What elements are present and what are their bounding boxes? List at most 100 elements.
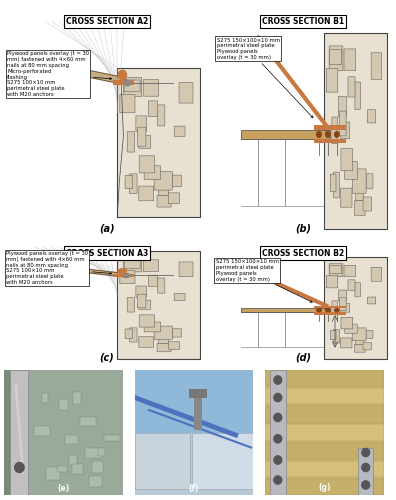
FancyBboxPatch shape (129, 328, 137, 342)
FancyBboxPatch shape (137, 127, 146, 146)
Bar (69, 454, 78, 466)
FancyBboxPatch shape (339, 290, 346, 300)
FancyBboxPatch shape (158, 334, 169, 344)
FancyBboxPatch shape (148, 101, 158, 116)
Bar (42, 393, 48, 403)
Bar (117, 68, 200, 217)
Circle shape (15, 462, 24, 472)
Text: (g): (g) (318, 484, 331, 492)
Polygon shape (35, 263, 128, 278)
Bar (135, 432, 253, 495)
FancyBboxPatch shape (341, 304, 350, 312)
Bar (324, 33, 387, 228)
Bar (92, 461, 103, 473)
Bar (314, 306, 346, 308)
Circle shape (326, 132, 330, 138)
FancyBboxPatch shape (158, 182, 169, 196)
Circle shape (317, 132, 321, 138)
Bar (241, 130, 330, 139)
FancyBboxPatch shape (148, 275, 158, 286)
FancyBboxPatch shape (333, 172, 339, 198)
FancyBboxPatch shape (124, 260, 140, 268)
FancyBboxPatch shape (120, 270, 135, 283)
FancyBboxPatch shape (143, 260, 159, 272)
Text: S275 150×100×10 mm
perimetral steel plate
Plywood panels
overlay (t = 30 mm): S275 150×100×10 mm perimetral steel plat… (217, 38, 313, 118)
Bar (80, 418, 95, 426)
Bar (73, 392, 81, 404)
Bar (314, 312, 346, 314)
FancyBboxPatch shape (355, 182, 363, 200)
FancyBboxPatch shape (139, 156, 154, 173)
Bar (117, 251, 200, 359)
FancyBboxPatch shape (339, 111, 346, 136)
FancyBboxPatch shape (363, 197, 371, 211)
FancyBboxPatch shape (355, 335, 363, 344)
Circle shape (274, 394, 282, 402)
FancyBboxPatch shape (330, 330, 336, 340)
Bar (113, 274, 134, 277)
FancyBboxPatch shape (354, 344, 365, 352)
FancyBboxPatch shape (174, 294, 185, 300)
FancyBboxPatch shape (352, 169, 366, 193)
FancyBboxPatch shape (136, 116, 147, 132)
Text: (f): (f) (189, 484, 199, 492)
Bar (314, 126, 346, 130)
FancyBboxPatch shape (330, 174, 336, 192)
FancyBboxPatch shape (341, 318, 353, 329)
FancyBboxPatch shape (341, 148, 353, 171)
Bar (241, 308, 330, 312)
Text: S275 150×100×10 mm
perimetral steel plate
Plywood panels
overlay (t = 30 mm): S275 150×100×10 mm perimetral steel plat… (216, 260, 312, 302)
FancyBboxPatch shape (329, 264, 343, 276)
FancyBboxPatch shape (367, 110, 376, 123)
Circle shape (125, 80, 130, 86)
Circle shape (274, 456, 282, 464)
FancyBboxPatch shape (120, 94, 135, 113)
Bar (265, 460, 384, 477)
Bar (135, 370, 253, 439)
FancyBboxPatch shape (179, 262, 193, 276)
FancyBboxPatch shape (127, 298, 135, 312)
Bar (113, 80, 134, 86)
Bar (270, 370, 286, 495)
Bar (265, 479, 384, 495)
Text: CROSS SECTION A3: CROSS SECTION A3 (66, 248, 148, 258)
Circle shape (362, 464, 369, 471)
FancyBboxPatch shape (174, 126, 185, 136)
FancyBboxPatch shape (172, 329, 181, 337)
Text: (a): (a) (99, 223, 115, 233)
FancyBboxPatch shape (332, 117, 337, 143)
Bar (117, 251, 200, 359)
FancyBboxPatch shape (366, 330, 373, 338)
FancyBboxPatch shape (344, 266, 356, 276)
FancyBboxPatch shape (158, 105, 165, 126)
Polygon shape (41, 60, 126, 84)
FancyBboxPatch shape (329, 46, 343, 70)
FancyBboxPatch shape (354, 200, 365, 216)
Text: (e): (e) (57, 484, 69, 492)
Bar (10, 370, 28, 495)
FancyBboxPatch shape (124, 80, 140, 92)
FancyBboxPatch shape (137, 294, 146, 308)
FancyBboxPatch shape (158, 278, 165, 293)
Circle shape (274, 376, 282, 384)
FancyBboxPatch shape (348, 280, 355, 290)
Bar (314, 139, 346, 143)
FancyBboxPatch shape (154, 326, 172, 340)
FancyBboxPatch shape (127, 132, 135, 152)
Bar (265, 388, 384, 404)
Circle shape (317, 308, 321, 312)
Circle shape (326, 308, 330, 312)
FancyBboxPatch shape (168, 342, 179, 349)
FancyBboxPatch shape (366, 174, 373, 189)
FancyBboxPatch shape (139, 186, 154, 201)
FancyBboxPatch shape (125, 329, 133, 338)
Bar (358, 448, 373, 495)
Text: Plywood panels overlay (t = 30
mm) fastened with 4×60 mm
nails at 80 mm spacing
: Plywood panels overlay (t = 30 mm) faste… (7, 52, 112, 97)
Bar (85, 448, 102, 458)
FancyBboxPatch shape (124, 78, 142, 96)
Circle shape (118, 70, 126, 80)
Bar (99, 448, 105, 456)
Bar (324, 33, 387, 228)
Circle shape (362, 448, 369, 456)
Circle shape (335, 132, 339, 138)
